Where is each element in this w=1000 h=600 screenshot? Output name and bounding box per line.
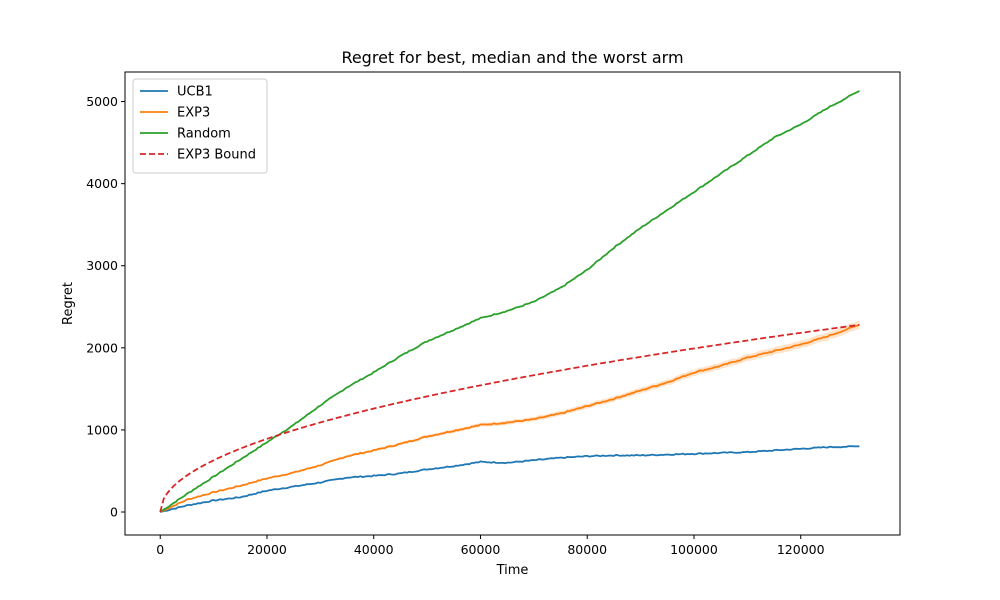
legend-label: UCB1 [177,85,213,100]
y-tick-label: 3000 [86,258,118,273]
x-tick-label: 80000 [567,542,607,557]
y-tick-label: 5000 [86,94,118,109]
x-axis-ticks: 0 20000 40000 60000 80000 100000 120000 [156,535,825,557]
x-tick-label: 100000 [670,542,718,557]
chart-title: Regret for best, median and the worst ar… [341,48,683,67]
y-axis-ticks: 0 1000 2000 3000 4000 5000 [86,94,125,520]
y-tick-label: 4000 [86,176,118,191]
legend: UCB1 EXP3 Random EXP3 Bound [132,78,268,174]
y-tick-label: 1000 [86,422,118,437]
x-tick-label: 60000 [461,542,501,557]
legend-label: Random [177,127,231,142]
y-tick-label: 0 [110,505,118,520]
plot-frame [124,71,901,536]
x-tick-label: 20000 [247,542,287,557]
series-line-exp3 [159,323,860,513]
x-axis-label: Time [496,563,529,578]
x-tick-label: 0 [156,542,164,557]
series-lines [159,90,860,513]
y-tick-label: 2000 [86,340,118,355]
x-tick-label: 40000 [354,542,394,557]
legend-label: EXP3 [177,106,210,121]
series-line-ucb1 [160,445,860,513]
y-axis-label: Regret [61,282,76,325]
legend-box [132,78,268,174]
legend-label: EXP3 Bound [177,148,256,163]
series-line-exp3-bound [159,323,860,513]
x-tick-label: 120000 [777,542,825,557]
